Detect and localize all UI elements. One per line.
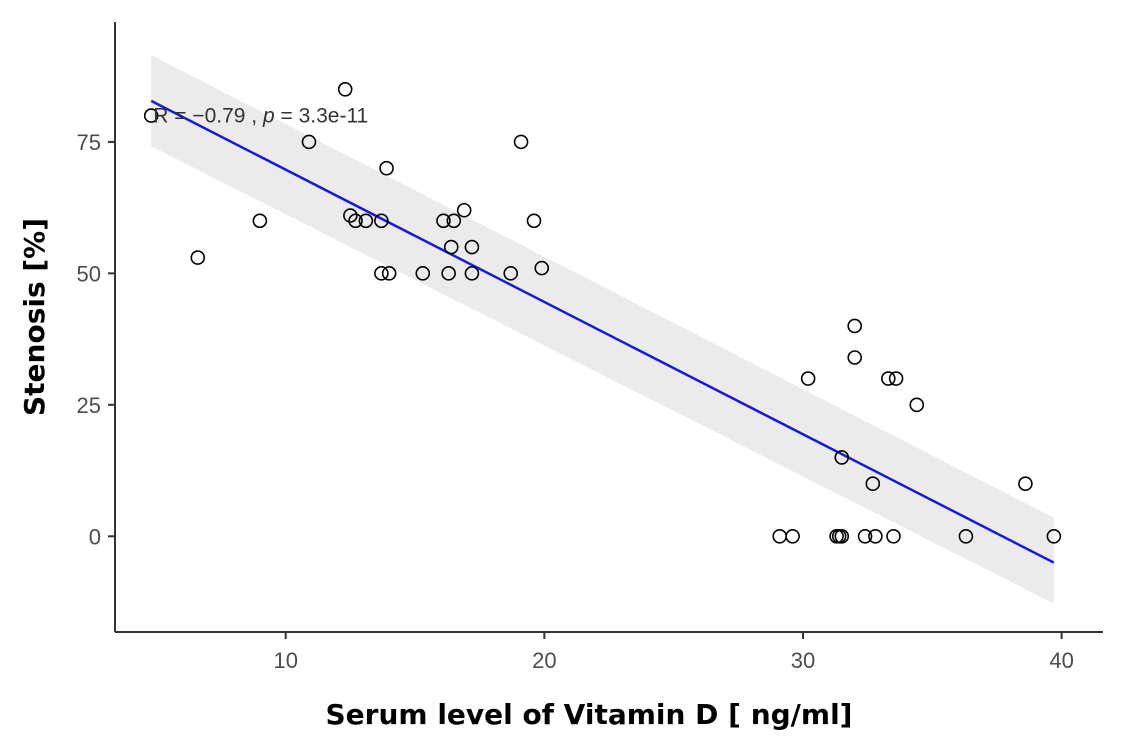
correlation-separator: , (245, 105, 263, 128)
x-tick-label: 30 (791, 648, 815, 673)
data-point (834, 450, 850, 465)
data-point (881, 371, 896, 386)
data-point (464, 239, 480, 255)
x-axis-title: Serum level of Vitamin D [ ng/ml] (326, 698, 853, 731)
data-point (1046, 528, 1062, 544)
data-point (190, 250, 206, 265)
y-tick-label: 50 (77, 261, 101, 286)
y-tick-label: 75 (77, 130, 101, 155)
data-point (443, 239, 459, 255)
x-tick-label: 10 (273, 648, 297, 673)
data-point (526, 213, 542, 229)
data-point (358, 213, 374, 229)
data-point (888, 371, 904, 386)
x-tick-label: 40 (1049, 648, 1073, 673)
data-point (348, 213, 363, 229)
data-point (415, 266, 431, 281)
data-point (800, 371, 816, 386)
data-point (886, 528, 901, 544)
x-tick-label: 20 (532, 648, 556, 673)
regression-line-layer (150, 99, 1055, 564)
confidence-band-layer (151, 55, 1054, 604)
data-point (252, 213, 268, 229)
data-point (456, 202, 472, 218)
data-point (513, 134, 529, 150)
data-point (772, 528, 788, 544)
data-point (857, 528, 873, 544)
data-point (847, 350, 863, 365)
y-tick-label: 0 (89, 524, 101, 549)
data-point (464, 266, 480, 281)
y-tick-label: 25 (77, 393, 101, 418)
data-point (374, 266, 389, 281)
data-point (441, 266, 456, 281)
data-point (534, 260, 550, 276)
data-point (1018, 476, 1033, 492)
data-point (381, 266, 397, 281)
data-point (909, 397, 925, 413)
data-point (868, 528, 883, 544)
data-point (343, 208, 358, 223)
correlation-r: R = −0.79 (153, 105, 245, 128)
data-point (865, 476, 881, 492)
data-point (503, 266, 519, 281)
data-point (958, 528, 974, 544)
regression-line (150, 99, 1055, 564)
y-axis-title: Stenosis [%] (18, 218, 51, 416)
data-points-layer (143, 82, 1062, 544)
data-point (143, 108, 159, 123)
data-point (446, 213, 462, 229)
data-point (847, 318, 863, 334)
data-point (379, 160, 394, 176)
data-point (436, 213, 451, 229)
data-point (374, 213, 389, 229)
correlation-p-value: = 3.3e-11 (275, 105, 369, 128)
data-point (301, 134, 317, 150)
confidence-band (151, 55, 1054, 604)
correlation-annotation: R = −0.79 , p = 3.3e-11 (153, 105, 368, 128)
axes-layer: 10 20 30 40 0 25 50 75 (77, 22, 1103, 673)
data-point (834, 528, 850, 544)
data-point (785, 528, 800, 544)
data-point (337, 82, 353, 97)
correlation-p-symbol: p (262, 105, 275, 128)
